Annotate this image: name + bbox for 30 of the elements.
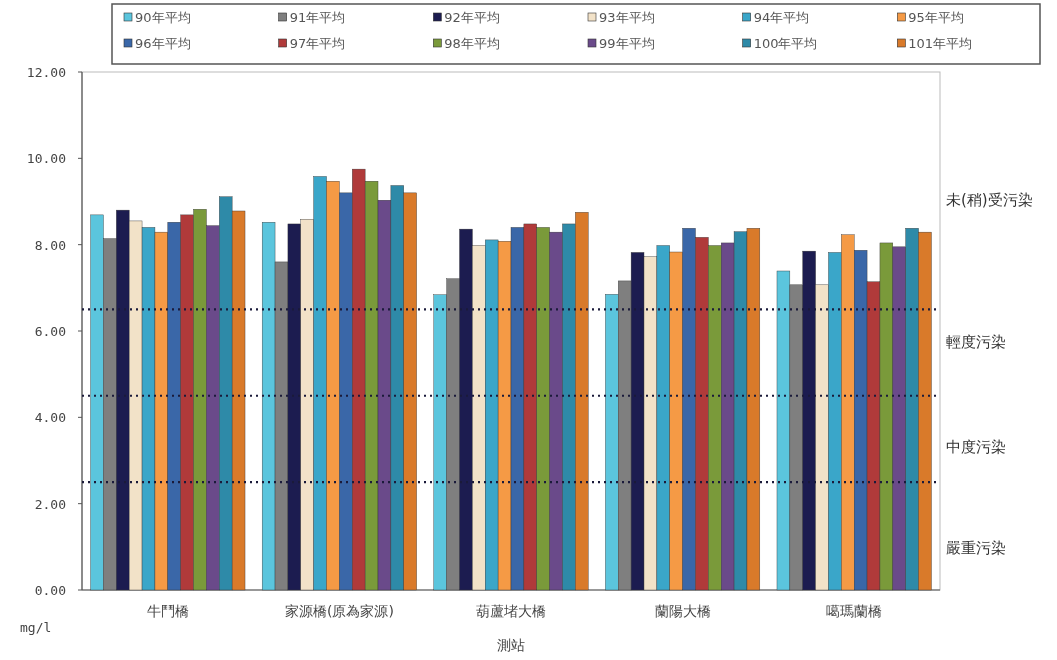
legend-label: 95年平均 xyxy=(908,10,964,25)
legend-label: 90年平均 xyxy=(135,10,191,25)
x-axis-title: 測站 xyxy=(497,637,525,653)
text: 未(稍)受污染 xyxy=(946,191,1033,209)
legend-label: 91年平均 xyxy=(289,10,346,25)
x-tick-label: 家源橋(原為家源) xyxy=(284,603,394,619)
x-tick-label: 牛鬥橋 xyxy=(146,603,189,619)
y-tick-label: 6.00 xyxy=(34,324,66,339)
x-tick-label: 葫蘆堵大橋 xyxy=(476,603,546,619)
x-tick-label: 蘭陽大橋 xyxy=(654,603,711,619)
text: 嚴重污染 xyxy=(946,539,1006,557)
x-tick-label: 噶瑪蘭橋 xyxy=(826,603,883,619)
legend-label: 93年平均 xyxy=(599,10,655,25)
y-tick-label: 0.00 xyxy=(34,583,66,598)
legend-label: 94年平均 xyxy=(753,10,810,25)
legend-label: 92年平均 xyxy=(444,10,500,25)
y-tick-label: 2.00 xyxy=(34,496,66,512)
legend-label: 99年平均 xyxy=(599,36,655,51)
y-tick-label: 12.00 xyxy=(26,65,66,80)
y-tick-label: 8.00 xyxy=(34,237,66,253)
y-axis-title: mg/l xyxy=(20,620,52,635)
text: 輕度污染 xyxy=(946,333,1006,351)
legend-label: 96年平均 xyxy=(135,36,191,51)
legend-label: 98年平均 xyxy=(444,36,500,51)
legend-label: 100年平均 xyxy=(753,36,818,51)
legend-label: 101年平均 xyxy=(908,36,973,51)
y-tick-label: 10.00 xyxy=(26,151,66,167)
y-tick-label: 4.00 xyxy=(34,410,66,426)
legend-label: 97年平均 xyxy=(289,36,346,51)
text: 中度污染 xyxy=(946,438,1006,456)
